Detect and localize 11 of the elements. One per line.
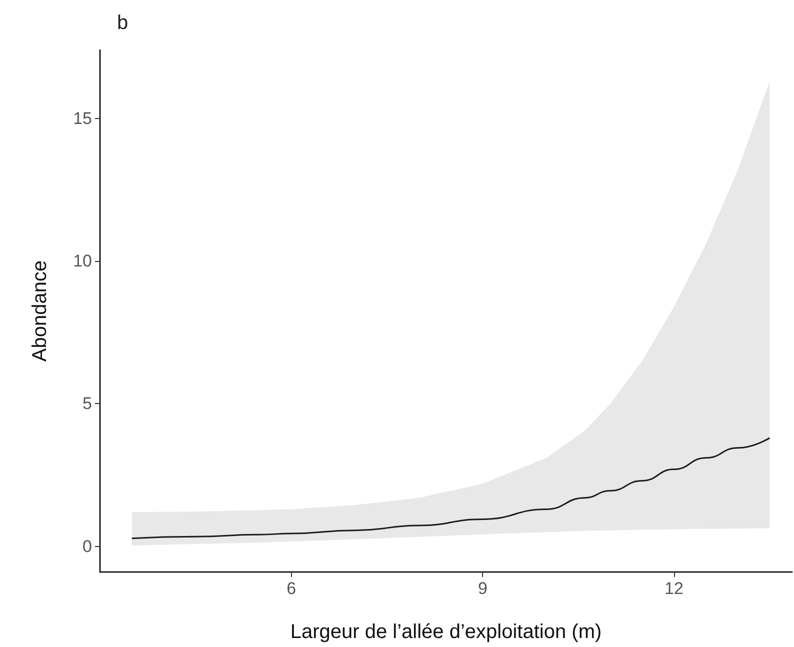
chart-title: b: [117, 12, 128, 34]
y-axis-title: Abondance: [29, 260, 51, 362]
y-tick-label: 5: [82, 394, 92, 414]
x-tick-label: 6: [286, 579, 296, 598]
y-tick-label: 10: [73, 252, 92, 271]
y-tick-label: 0: [82, 536, 92, 556]
y-tick-label: 15: [73, 108, 92, 128]
line-series: [131, 437, 770, 540]
x-tick-label: 9: [478, 579, 488, 598]
x-axis-title: Largeur de l’allée d’exploitation (m): [290, 621, 602, 643]
x-tick-label: 12: [664, 579, 684, 598]
